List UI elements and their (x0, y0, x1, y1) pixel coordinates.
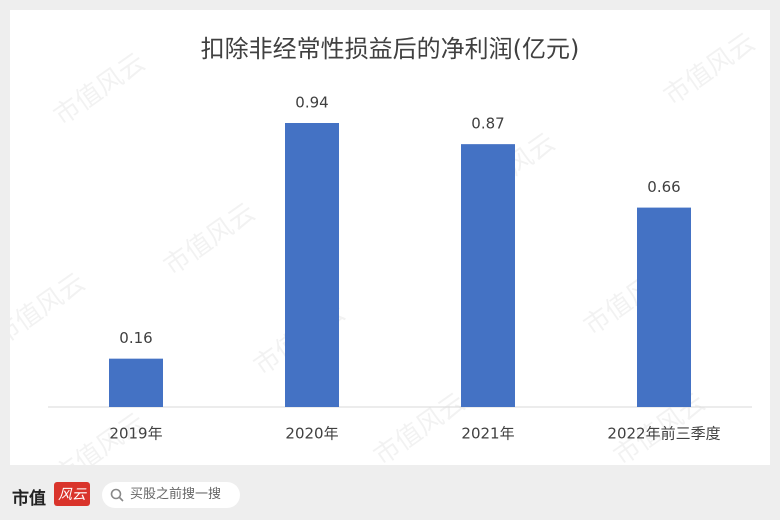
bar (637, 207, 691, 407)
watermark: 市值风云 (159, 197, 261, 281)
footer: 市值 风云 买股之前搜一搜 (0, 470, 780, 520)
data-label: 0.87 (471, 115, 504, 133)
bar (109, 358, 163, 407)
logo-accent: 风云 (54, 482, 90, 506)
chart-card: 市值风云市值风云市值风云市值风云市值风云市值风云市值风云市值风云市值风云市值风云… (0, 10, 770, 492)
search-box[interactable]: 买股之前搜一搜 (102, 482, 240, 508)
watermark: 市值风云 (49, 47, 151, 131)
x-tick-label: 2021年 (461, 425, 514, 443)
search-placeholder: 买股之前搜一搜 (130, 487, 222, 502)
logo: 市值 (12, 489, 46, 509)
bar (461, 144, 515, 408)
data-label: 0.66 (647, 178, 680, 196)
watermark: 市值风云 (659, 27, 761, 111)
bar (285, 123, 339, 407)
data-label: 0.16 (119, 329, 152, 347)
x-tick-label: 2020年 (285, 425, 338, 443)
x-tick-label: 2022年前三季度 (607, 425, 720, 443)
watermark: 市值风云 (369, 387, 471, 465)
chart-title: 扣除非经常性损益后的净利润(亿元) (201, 35, 580, 63)
search-icon (110, 488, 124, 502)
x-tick-label: 2019年 (109, 425, 162, 443)
watermark: 市值风云 (10, 267, 91, 351)
chart: 市值风云市值风云市值风云市值风云市值风云市值风云市值风云市值风云市值风云市值风云… (0, 27, 761, 491)
data-label: 0.94 (295, 94, 328, 112)
